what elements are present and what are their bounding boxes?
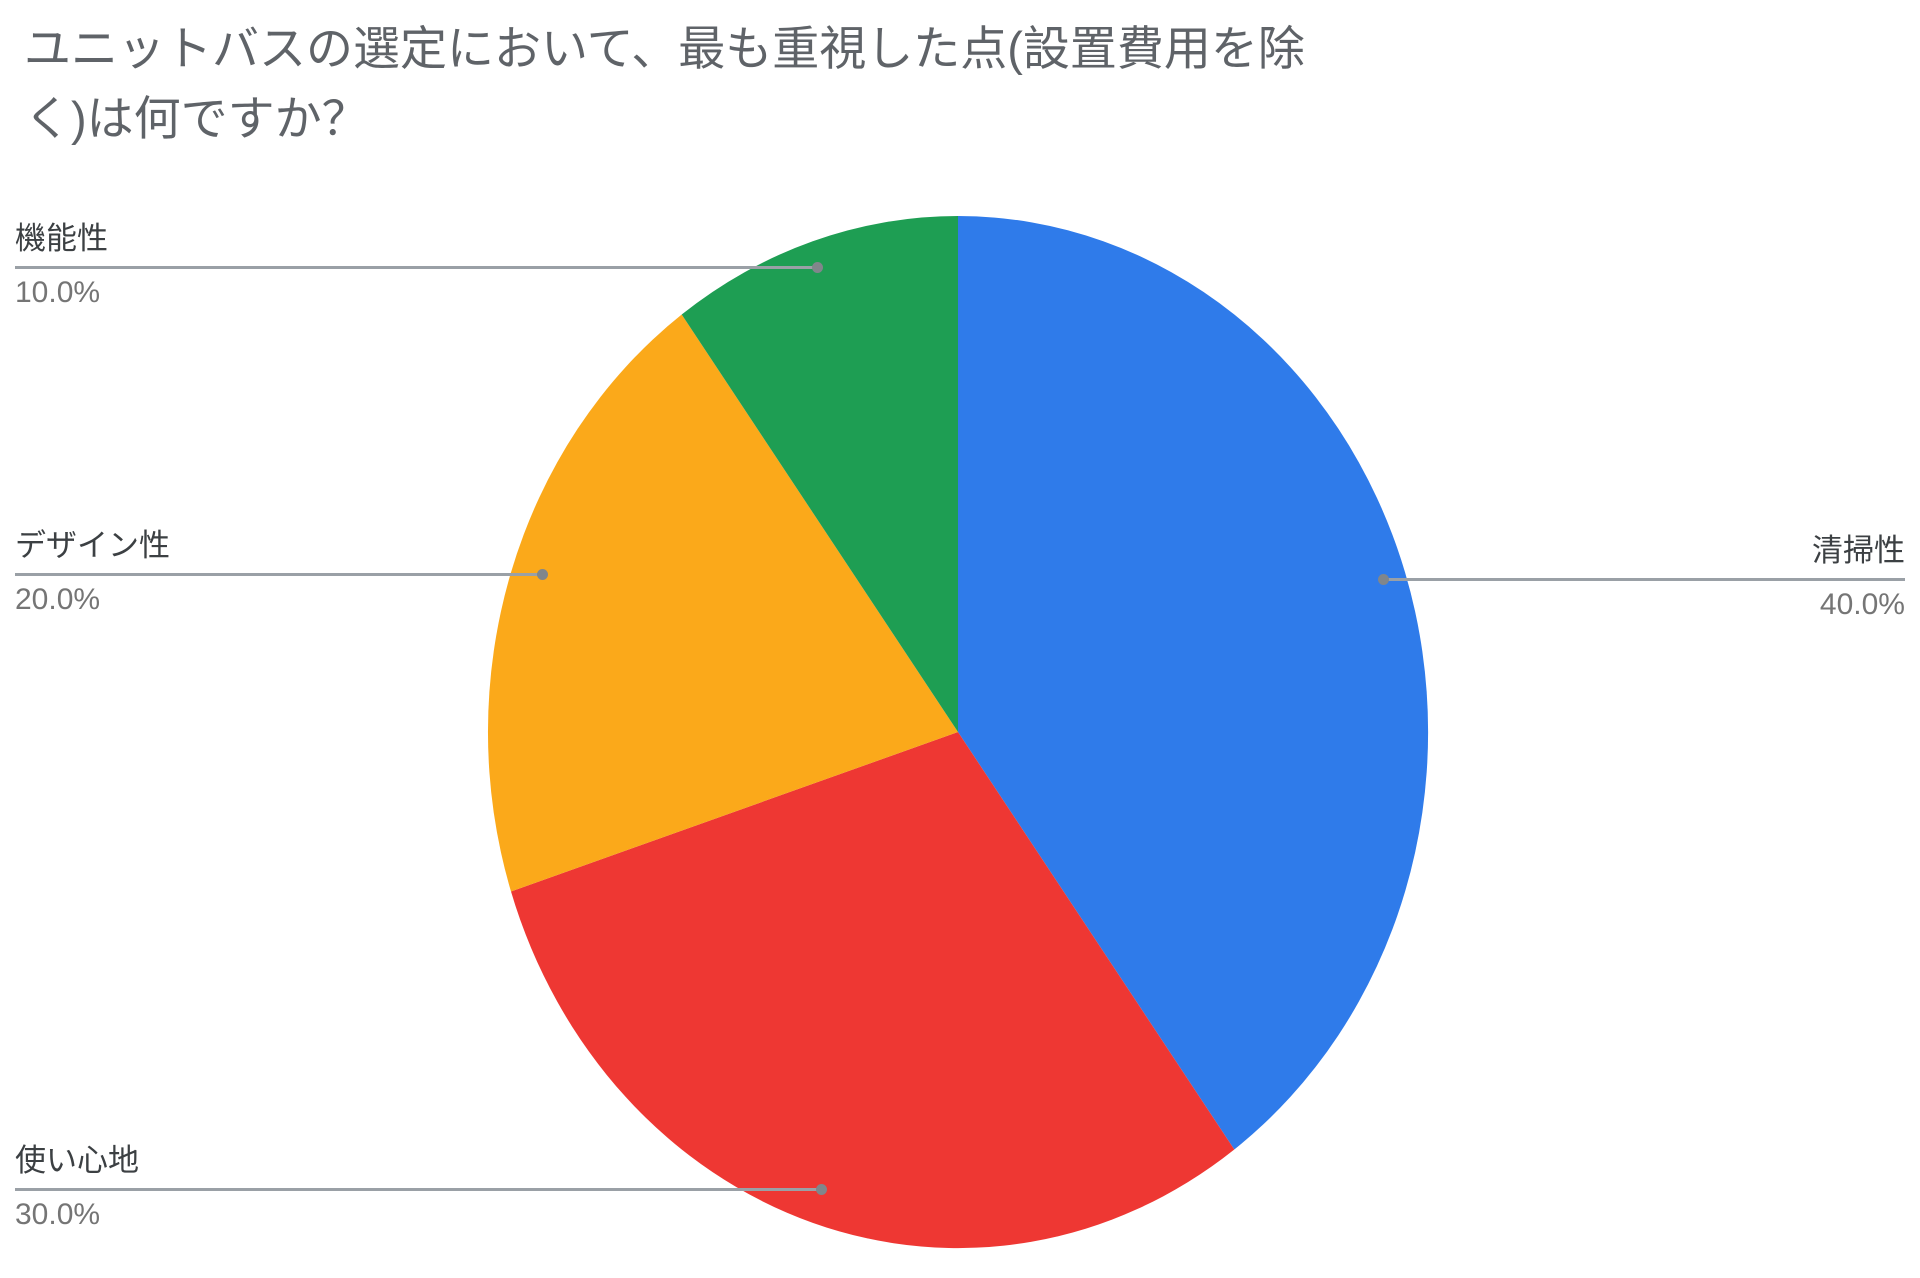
leader-line-seisou bbox=[1383, 578, 1905, 581]
slice-label-kinousei: 機能性 bbox=[15, 221, 108, 256]
leader-line-tsukaigokochi bbox=[15, 1188, 822, 1191]
slice-percent-design: 20.0% bbox=[15, 583, 101, 616]
slice-label-design: デザイン性 bbox=[15, 528, 170, 563]
slice-percent-seisou: 40.0% bbox=[1819, 588, 1905, 621]
chart-title-line2: く)は何ですか？ bbox=[24, 92, 369, 145]
leader-line-kinousei bbox=[15, 266, 818, 269]
leader-dot-design bbox=[537, 569, 548, 580]
slice-percent-tsukaigokochi: 30.0% bbox=[15, 1198, 101, 1231]
leader-line-design bbox=[15, 573, 543, 576]
pie-slice-0[interactable] bbox=[958, 216, 1429, 1150]
chart-title-line1: ユニットバスの選定において、最も重視した点(設置費用を除 bbox=[24, 22, 1305, 75]
leader-dot-seisou bbox=[1378, 574, 1389, 585]
slice-label-seisou: 清掃性 bbox=[1812, 533, 1905, 568]
slice-label-tsukaigokochi: 使い心地 bbox=[15, 1143, 139, 1178]
pie-slice-2[interactable] bbox=[487, 314, 958, 892]
leader-dot-kinousei bbox=[812, 262, 823, 273]
pie-slice-1[interactable] bbox=[511, 732, 1235, 1249]
slice-percent-kinousei: 10.0% bbox=[15, 276, 101, 309]
pie-slice-3[interactable] bbox=[681, 216, 958, 732]
leader-dot-tsukaigokochi bbox=[816, 1184, 827, 1195]
chart-title: ユニットバスの選定において、最も重視した点(設置費用を除 く)は何ですか？ bbox=[24, 14, 1305, 154]
